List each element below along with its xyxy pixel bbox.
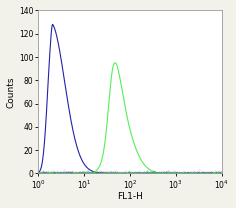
- X-axis label: FL1-H: FL1-H: [117, 192, 143, 201]
- Y-axis label: Counts: Counts: [7, 76, 16, 108]
